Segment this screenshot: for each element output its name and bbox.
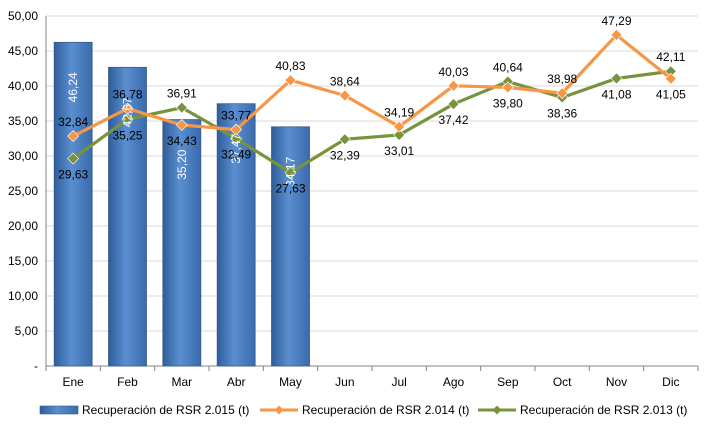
axes: - 5,00 10,00 15,00 20,00 25,00 30,00 35,00 40,00… — [8, 9, 699, 389]
point-value-label: 40,03 — [438, 65, 468, 79]
y-tick-label: 25,00 — [8, 184, 38, 198]
point-value-label: 38,36 — [547, 106, 577, 120]
orange-point — [284, 74, 297, 87]
green-point — [284, 166, 297, 179]
orange-point — [230, 123, 243, 136]
green-point — [393, 129, 406, 141]
x-tick-label: May — [279, 375, 302, 389]
point-value-label: 27,63 — [275, 182, 305, 196]
green-point — [121, 113, 134, 126]
orange-point — [664, 72, 677, 85]
x-tick-label: Feb — [117, 375, 138, 389]
gridlines — [46, 15, 698, 332]
point-value-label: 29,63 — [58, 168, 88, 182]
x-tick-label: Sep — [497, 375, 519, 389]
y-tick-label: 15,00 — [8, 254, 38, 268]
point-value-label: 32,49 — [221, 148, 251, 162]
x-tick-label: Jun — [335, 375, 354, 389]
legend-label: Recuperación de RSR 2.015 (t) — [82, 403, 249, 417]
legend-marker — [274, 405, 284, 415]
orange-point — [67, 130, 80, 143]
bar-value-label: 37,47 — [229, 133, 243, 163]
legend: Recuperación de RSR 2.015 (t) Recuperació… — [39, 403, 687, 417]
y-tick-label: 45,00 — [8, 44, 38, 58]
y-tick-label: 20,00 — [8, 219, 38, 233]
legend-label: Recuperación de RSR 2.013 (t) — [520, 403, 687, 417]
orange-point — [121, 102, 134, 115]
point-value-label: 34,19 — [384, 106, 414, 120]
data-labels: 46,24 42,67 35,20 37,47 34,17 32,84 36,78 34,43… — [58, 14, 686, 196]
point-value-label: 36,91 — [167, 87, 197, 101]
x-tick-label: Nov — [606, 375, 627, 389]
point-value-label: 32,39 — [330, 148, 360, 162]
x-tick-label: Jul — [391, 375, 406, 389]
point-value-label: 40,83 — [275, 59, 305, 73]
point-value-label: 38,98 — [547, 72, 577, 86]
legend-marker — [492, 405, 502, 415]
y-tick-label: 50,00 — [8, 9, 38, 23]
series-line — [72, 33, 672, 138]
green-point — [175, 101, 188, 114]
y-tick-label: 30,00 — [8, 149, 38, 163]
point-value-label: 33,01 — [384, 144, 414, 158]
point-value-label: 47,29 — [601, 14, 631, 28]
legend-swatch — [39, 405, 79, 415]
orange-point — [610, 29, 623, 41]
point-value-label: 39,80 — [493, 96, 523, 110]
point-value-label: 33,77 — [221, 109, 251, 123]
bar-value-label: 46,24 — [66, 72, 80, 102]
x-tick-label: Ago — [443, 375, 465, 389]
point-value-label: 36,78 — [112, 88, 142, 102]
point-value-label: 35,25 — [112, 128, 142, 142]
y-tick-label: - — [34, 359, 38, 373]
orange-point — [556, 87, 569, 100]
y-tick-label: 40,00 — [8, 79, 38, 93]
point-value-label: 37,42 — [438, 113, 468, 127]
orange-point — [393, 120, 406, 133]
green-point — [67, 152, 80, 165]
point-value-label: 38,64 — [330, 75, 360, 89]
point-value-label: 42,11 — [656, 50, 685, 64]
point-value-label: 34,43 — [167, 134, 197, 148]
point-value-label: 41,08 — [601, 87, 631, 101]
y-tick-label: 5,00 — [15, 324, 39, 338]
x-tick-label: Oct — [553, 375, 572, 389]
green-point — [230, 132, 243, 145]
x-tick-label: Abr — [227, 375, 246, 389]
series-line — [72, 69, 672, 175]
y-tick-label: 10,00 — [8, 289, 38, 303]
point-value-label: 41,05 — [656, 88, 686, 102]
orange-point — [501, 81, 514, 94]
point-value-label: 32,84 — [58, 115, 88, 129]
orange-point — [175, 119, 188, 131]
x-tick-label: Dic — [662, 375, 679, 389]
green-point — [447, 98, 460, 110]
legend-label: Recuperación de RSR 2.014 (t) — [302, 403, 469, 417]
line-series — [67, 29, 677, 179]
y-tick-label: 35,00 — [8, 114, 38, 128]
bar-value-label: 42,67 — [121, 97, 135, 127]
x-tick-label: Ene — [62, 375, 84, 389]
bar-value-label: 35,20 — [175, 149, 189, 179]
x-tick-label: Mar — [171, 375, 192, 389]
green-point — [338, 133, 351, 146]
orange-point — [447, 79, 460, 92]
green-point — [610, 72, 623, 85]
bar-value-label: 34,17 — [284, 156, 298, 186]
point-value-label: 40,64 — [493, 61, 523, 75]
bar — [53, 41, 93, 367]
orange-point — [338, 89, 351, 102]
